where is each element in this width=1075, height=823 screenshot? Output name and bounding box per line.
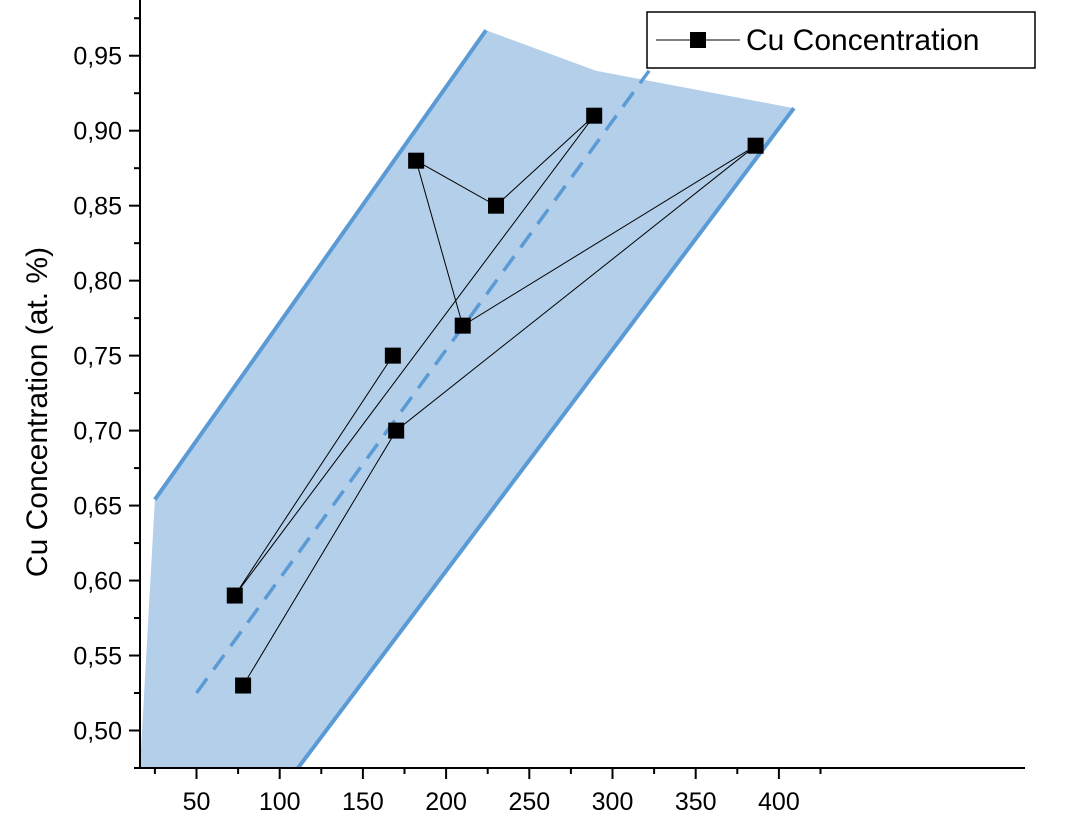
- x-tick-label: 100: [259, 788, 301, 816]
- data-point: [388, 422, 405, 439]
- x-tick-label: 350: [675, 788, 717, 816]
- data-point: [488, 197, 505, 214]
- y-tick-label: 0,90: [73, 118, 122, 146]
- data-point: [226, 587, 243, 604]
- y-tick-label: 0,55: [73, 643, 122, 671]
- y-tick-label: 0,80: [73, 268, 122, 296]
- data-point: [747, 137, 764, 154]
- y-tick-label: 0,50: [73, 718, 122, 746]
- data-point: [408, 152, 425, 169]
- legend-label: Cu Concentration: [746, 24, 979, 57]
- data-point: [384, 347, 401, 364]
- legend-marker: [690, 32, 706, 48]
- x-tick-label: 200: [425, 788, 467, 816]
- trend-line: [195, 69, 651, 695]
- data-point: [454, 317, 471, 334]
- x-tick-label: 50: [183, 788, 211, 816]
- y-tick-label: 0,65: [73, 493, 122, 521]
- y-tick-label: 0,70: [73, 418, 122, 446]
- x-tick-label: 150: [342, 788, 384, 816]
- y-tick-label: 0,60: [73, 568, 122, 596]
- x-tick-label: 300: [592, 788, 634, 816]
- legend: Cu Concentration: [646, 11, 1036, 69]
- prediction-band: [140, 30, 794, 768]
- y-tick-label: 0,95: [73, 43, 122, 71]
- x-tick-label: 400: [758, 788, 800, 816]
- band-upper-edge: [153, 29, 488, 501]
- y-axis-title: Cu Concentration (at. %): [21, 247, 54, 577]
- data-point: [235, 677, 252, 694]
- y-tick-label: 0,85: [73, 193, 122, 221]
- data-point: [586, 107, 603, 124]
- y-tick-label: 0,75: [73, 343, 122, 371]
- x-tick-label: 250: [508, 788, 550, 816]
- band-lower-edge: [296, 107, 796, 768]
